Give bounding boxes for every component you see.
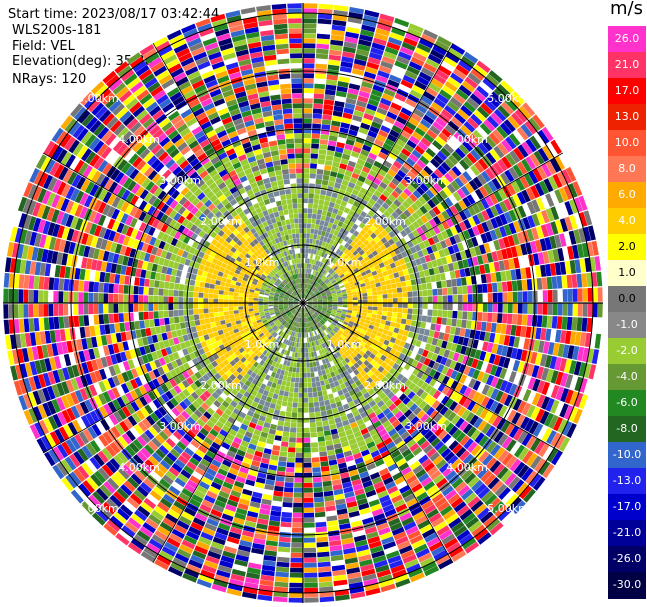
- colorbar-tick-label: -17.0: [612, 500, 642, 513]
- colorbar-tick-label: 1.0: [618, 266, 636, 279]
- range-ring-label: 3.00km: [405, 174, 447, 187]
- colorbar-segment: [608, 208, 646, 235]
- colorbar-segment: [608, 572, 646, 599]
- colorbar-tick-label: 21.0: [614, 58, 640, 71]
- range-ring-label: 4.00km: [118, 461, 160, 474]
- azimuth-spoke: [42, 302, 304, 454]
- colorbar-tick-label: -26.0: [612, 552, 642, 565]
- azimuth-spoke: [302, 302, 454, 563]
- colorbar-tick-label: -13.0: [612, 474, 642, 487]
- ppi-display: 1.0km 1.0km 1.0km 1.0km 2.00km 2.00km 2.00km 2.…: [3, 3, 603, 603]
- azimuth-spoke: [152, 42, 304, 304]
- colorbar-segment: [608, 468, 646, 495]
- range-ring-label: 5.00km: [487, 92, 529, 105]
- colorbar-tick-label: 8.0: [618, 162, 636, 175]
- azimuth-spoke: [302, 42, 454, 304]
- range-ring-label: 1.0km: [245, 338, 280, 351]
- colorbar-segment: [608, 78, 646, 105]
- start-time: Start time: 2023/08/17 03:42:44: [8, 7, 220, 22]
- range-ring-label: 2.00km: [200, 379, 242, 392]
- colorbar-segment: [608, 442, 646, 469]
- colorbar-tick-label: 13.0: [614, 110, 640, 123]
- colorbar-tick-label: 4.0: [618, 214, 636, 227]
- colorbar-segment: [608, 546, 646, 573]
- colorbar-segment: [608, 130, 646, 157]
- range-ring-label: 5.00km: [487, 502, 529, 515]
- colorbar-tick-label: 17.0: [614, 84, 640, 97]
- range-ring-label: 3.00km: [159, 174, 201, 187]
- colorbar-segment: [608, 104, 646, 131]
- range-ring-label: 5.00km: [77, 502, 119, 515]
- colorbar-segment: [608, 494, 646, 521]
- range-ring-label: 1.0km: [245, 256, 280, 269]
- range-ring-label: 2.00km: [364, 215, 406, 228]
- azimuth-spoke: [302, 302, 563, 454]
- colorbar-tick-label: -21.0: [612, 526, 642, 539]
- range-ring-label: 2.00km: [200, 215, 242, 228]
- elevation: Elevation(deg): 35.30: [12, 54, 153, 69]
- colorbar-segment: [608, 26, 646, 53]
- colorbar: 26.0 21.0 17.0 13.0 10.0 8.0 6.0 4.0 2.0 1.0 0.0 -1…: [608, 26, 646, 599]
- range-ring-label: 4.00km: [446, 133, 488, 146]
- colorbar-tick-label: -8.0: [616, 422, 638, 435]
- colorbar-segment: [608, 338, 646, 365]
- azimuth-spoke: [42, 152, 304, 304]
- nrays: NRays: 120: [12, 72, 87, 87]
- radar-gates: [3, 3, 603, 603]
- colorbar-segment: [608, 390, 646, 417]
- field-name: Field: VEL: [12, 39, 75, 54]
- colorbar-segment: [608, 260, 646, 287]
- colorbar-segment: [608, 286, 646, 313]
- device-name: WLS200s-181: [12, 23, 102, 38]
- colorbar-tick-label: 10.0: [614, 136, 640, 149]
- colorbar-tick-label: 6.0: [618, 188, 636, 201]
- colorbar-tick-label: -10.0: [612, 448, 642, 461]
- colorbar-tick-label: 0.0: [618, 292, 636, 305]
- range-ring-label: 2.00km: [364, 379, 406, 392]
- colorbar-segment: [608, 234, 646, 261]
- range-ring-label: 4.00km: [446, 461, 488, 474]
- range-ring-label: 3.00km: [405, 420, 447, 433]
- colorbar-segment: [608, 52, 646, 79]
- range-ring-label: 1.0km: [327, 338, 362, 351]
- colorbar-segment: [608, 182, 646, 209]
- colorbar-tick-label: -6.0: [616, 396, 638, 409]
- azimuth-spoke: [152, 302, 304, 563]
- colorbar-segment: [608, 416, 646, 443]
- colorbar-unit: m/s: [610, 0, 643, 19]
- colorbar-tick-label: 26.0: [614, 32, 640, 45]
- colorbar-tick-label: -30.0: [612, 578, 642, 591]
- colorbar-segment: [608, 520, 646, 547]
- colorbar-segment: [608, 364, 646, 391]
- colorbar-tick-label: -2.0: [616, 344, 638, 357]
- colorbar-tick-label: -4.0: [616, 370, 638, 383]
- colorbar-tick-label: -1.0: [616, 318, 638, 331]
- range-ring-label: 5.00km: [77, 92, 119, 105]
- colorbar-tick-label: 2.0: [618, 240, 636, 253]
- colorbar-segment: [608, 312, 646, 339]
- range-ring-label: 1.0km: [327, 256, 362, 269]
- colorbar-segment: [608, 156, 646, 183]
- range-ring-label: 4.00km: [118, 133, 160, 146]
- azimuth-spoke: [302, 152, 563, 304]
- range-ring-label: 3.00km: [159, 420, 201, 433]
